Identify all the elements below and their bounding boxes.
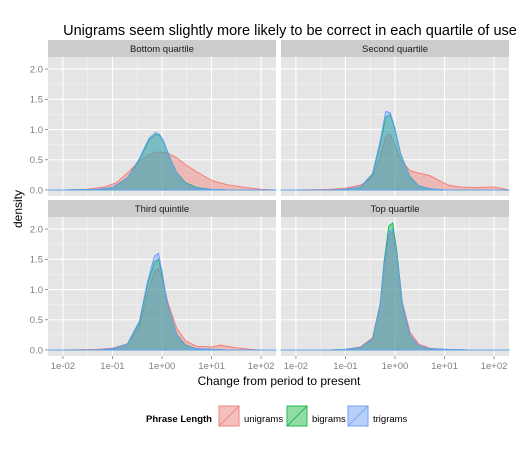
legend-key-diagonal — [347, 405, 369, 427]
legend-title: Phrase Length — [146, 414, 212, 425]
legend-label-unigrams: unigrams — [244, 414, 283, 425]
y-tick-label: 2.0 — [30, 64, 43, 75]
x-tick-label: 1e+02 — [481, 361, 508, 372]
y-tick-label: 0.0 — [30, 345, 43, 356]
legend: Phrase Length unigrams bigrams trigrams — [146, 405, 408, 427]
y-tick-label: 0.0 — [30, 185, 43, 196]
facet-panel: Top quartile 1e-02 1e-01 1e+00 1e+01 1e+02 — [280, 200, 510, 372]
density-area-trigrams — [47, 132, 277, 191]
y-tick-label: 0.5 — [30, 315, 43, 326]
y-tick-label: 2.0 — [30, 224, 43, 235]
facet-panel: Second quartile — [280, 40, 510, 196]
legend-label-trigrams: trigrams — [373, 414, 408, 425]
y-tick-label: 1.0 — [30, 125, 43, 136]
facet-panel: Third quintile 0.0 0.5 1.0 1.5 2.0 1e-02 1e-01 1… — [30, 200, 277, 372]
legend-key-diagonal — [218, 405, 240, 427]
facet-strip — [281, 40, 509, 57]
facet-panels: Bottom quartile 0.0 0.5 1.0 1.5 2.0 Second qua… — [30, 40, 510, 372]
facet-strip-label: Top quartile — [370, 204, 419, 215]
legend-label-bigrams: bigrams — [312, 414, 346, 425]
x-tick-label: 1e-01 — [100, 361, 124, 372]
density-area-trigrams — [280, 228, 510, 351]
facet-strip — [48, 200, 276, 217]
x-tick-label: 1e+00 — [382, 361, 409, 372]
x-tick-label: 1e+01 — [198, 361, 225, 372]
y-tick-label: 1.5 — [30, 95, 43, 106]
y-tick-label: 0.5 — [30, 155, 43, 166]
density-area-trigrams — [280, 110, 510, 191]
x-tick-label: 1e-02 — [284, 361, 308, 372]
y-tick-label: 1.0 — [30, 285, 43, 296]
density-area-unigrams — [280, 133, 510, 191]
y-axis-title: density — [11, 190, 25, 228]
x-tick-label: 1e-01 — [333, 361, 357, 372]
x-tick-label: 1e+02 — [248, 361, 275, 372]
y-tick-label: 1.5 — [30, 255, 43, 266]
x-tick-label: 1e-02 — [51, 361, 75, 372]
facet-strip — [48, 40, 276, 57]
density-area-trigrams — [47, 252, 277, 351]
facet-panel: Bottom quartile 0.0 0.5 1.0 1.5 2.0 — [30, 40, 277, 196]
facet-strip — [281, 200, 509, 217]
x-tick-label: 1e+01 — [431, 361, 458, 372]
facet-strip-label: Third quintile — [135, 204, 189, 215]
facet-strip-label: Bottom quartile — [130, 44, 194, 55]
x-tick-label: 1e+00 — [149, 361, 176, 372]
facet-strip-label: Second quartile — [362, 44, 428, 55]
chart-title: Unigrams seem slightly more likely to be… — [63, 23, 517, 39]
legend-key-diagonal — [286, 405, 308, 427]
x-axis-title: Change from period to present — [198, 374, 361, 388]
